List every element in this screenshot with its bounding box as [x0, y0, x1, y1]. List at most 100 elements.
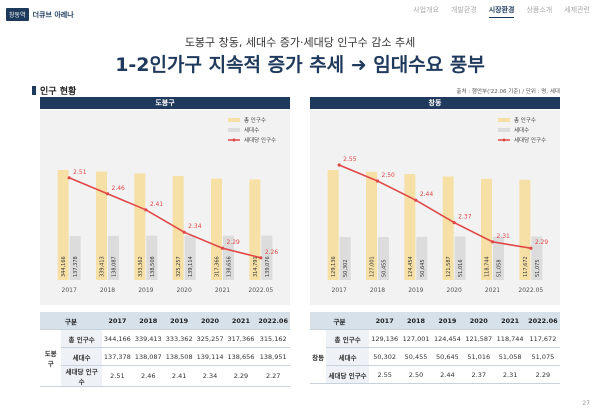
ratio-label: 2.37 [458, 214, 472, 221]
table-header-cell: 2022.06 [256, 312, 290, 330]
nav-item-tax[interactable]: 세제관련 [564, 6, 590, 14]
legend-label: 세대당 인구수 [514, 136, 546, 144]
table-cell: 2.27 [256, 365, 290, 387]
ratio-point [375, 179, 380, 183]
bar-label-households: 50,455 [382, 260, 388, 278]
data-table-changdong: 구분 2017 2018 2019 2020 2021 2022.06 창동 총 인구수 129,… [310, 312, 560, 384]
ratio-label: 2.51 [73, 169, 87, 176]
table-cell: 339,413 [132, 329, 164, 348]
table-header-cell: 2019 [431, 312, 464, 330]
ratio-point [452, 221, 456, 225]
legend-swatch [228, 128, 240, 132]
table-cell: 51,016 [463, 347, 495, 366]
bar-households [223, 235, 234, 280]
page-number: 27 [582, 400, 590, 407]
ratio-label: 2.41 [150, 201, 164, 208]
section-heading: 인구 현황 [32, 84, 76, 97]
table-header-cell: 2019 [163, 312, 195, 330]
ratio-point [337, 163, 341, 167]
table-header-cell: 2018 [132, 312, 164, 330]
x-tick-label: 2019 [408, 287, 423, 294]
table-header-cell: 2017 [369, 312, 401, 330]
x-tick-label: 2019 [138, 287, 153, 294]
chart-changdong: 총 인구수 세대수 세대당 인구수 129,136 50,302 2017 127,001 5… [310, 110, 560, 305]
legend-swatch [498, 118, 510, 122]
nav-item-market[interactable]: 시장환경 [488, 5, 515, 18]
nav-item-product[interactable]: 상품소개 [526, 6, 553, 14]
chart-background [310, 110, 560, 305]
bar-households [261, 235, 273, 280]
ratio-point [182, 230, 186, 234]
table-metric-cell: 세대수 [326, 347, 369, 366]
legend-label: 세대수 [244, 126, 259, 134]
ratio-point [220, 246, 225, 250]
legend-swatch [498, 128, 510, 132]
bar-households [69, 236, 81, 280]
bar-label-population: 325,257 [176, 256, 182, 277]
legend-swatch [228, 118, 240, 122]
table-cell: 2.29 [225, 365, 257, 387]
table-cell: 2.31 [494, 365, 526, 384]
chart-background [40, 110, 290, 305]
table-cell: 317,366 [225, 329, 257, 348]
ratio-label: 2.34 [188, 223, 202, 230]
table-cell: 50,302 [369, 347, 401, 366]
bar-population [57, 170, 69, 280]
bar-households [454, 236, 466, 280]
section-label: 인구 현황 [40, 87, 77, 97]
bar-population [211, 178, 222, 280]
table-header-cell: 2021 [494, 312, 526, 330]
table-cell: 138,508 [163, 347, 195, 366]
ratio-label: 2.55 [343, 156, 357, 163]
table-header-cell: 구분 [310, 312, 369, 330]
ratio-line [68, 177, 262, 259]
table-cell: 2.55 [369, 365, 401, 384]
table-cell: 2.50 [400, 365, 432, 384]
chart-dobong: 총 인구수 세대수 세대당 인구수 344,166 137,378 2017 339,413… [40, 110, 290, 305]
bar-population [134, 173, 146, 280]
section-marker-icon [32, 86, 36, 95]
bar-label-population: 121,587 [446, 256, 452, 277]
nav-item-overview[interactable]: 사업개요 [413, 6, 439, 14]
nav-item-development[interactable]: 개발환경 [450, 6, 477, 14]
ratio-line [338, 164, 531, 249]
table-cell: 2.51 [101, 365, 133, 387]
bar-label-population: 314,791 [253, 256, 259, 277]
table-cell: 127,001 [400, 329, 432, 348]
table-cell: 138,951 [256, 347, 290, 366]
table-cell: 121,587 [463, 329, 495, 348]
ratio-label: 2.46 [112, 185, 126, 192]
bar-population [366, 171, 377, 280]
table-row: 세대당 인구수 2.51 2.46 2.41 2.34 2.29 2.27 [40, 365, 290, 387]
table-metric-cell: 총 인구수 [326, 329, 369, 348]
x-tick-label: 2020 [177, 287, 192, 294]
table-header-cell: 2017 [101, 312, 133, 330]
ratio-label: 2.29 [227, 239, 241, 246]
bar-population [404, 173, 416, 280]
legend-swatch [232, 138, 236, 142]
table-cell: 344,166 [101, 329, 133, 348]
table-row: 도봉구 총 인구수 344,166 339,413 333,362 325,257 317,… [40, 329, 290, 387]
ratio-point [144, 208, 148, 212]
table-cell: 139,114 [194, 347, 226, 366]
table-cell: 2.29 [525, 365, 560, 384]
table-cell: 2.34 [194, 365, 226, 387]
table-header-row: 구분 2017 2018 2019 2020 2021 2022.06 [40, 312, 290, 330]
bar-label-population: 124,454 [408, 256, 414, 277]
bar-label-population: 117,672 [523, 256, 529, 277]
table-cell: 117,672 [525, 329, 560, 348]
bar-households [146, 235, 158, 280]
ratio-label: 2.31 [497, 233, 511, 240]
data-table-dobong: 구분 2017 2018 2019 2020 2021 2022.06 도봉구 총 인구수 344… [40, 312, 290, 387]
source-note: 출처 : 행안부('22.06 기준) / 단위 : 명, 세대 [456, 89, 560, 95]
table-cell: 50,645 [431, 347, 464, 366]
ratio-point [529, 246, 533, 250]
table-metric-cell: 총 인구수 [61, 329, 102, 348]
bar-label-households: 51,075 [535, 260, 541, 278]
bar-population [481, 178, 492, 280]
table-cell: 2.46 [132, 365, 164, 387]
logo[interactable]: 창동역 더큐브 아레나 [6, 8, 74, 21]
x-tick-label: 2021 [485, 287, 500, 294]
x-tick-label: 2022.05 [518, 287, 543, 294]
